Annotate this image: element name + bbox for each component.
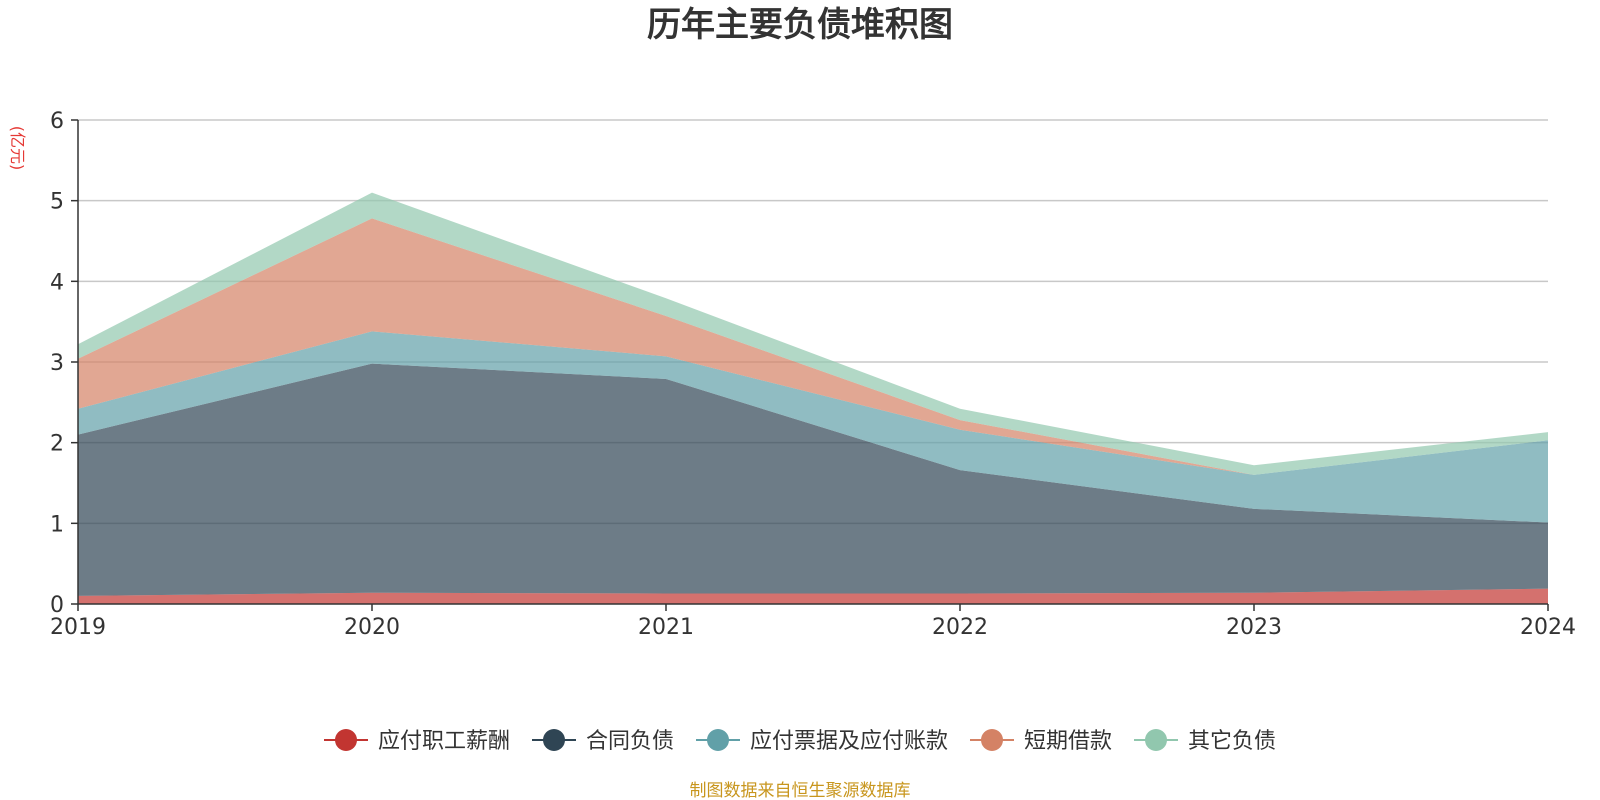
y-tick-label: 0 bbox=[50, 593, 64, 618]
legend-marker-icon bbox=[335, 729, 357, 751]
y-tick-label: 5 bbox=[50, 190, 64, 215]
area-series-2 bbox=[78, 363, 1548, 596]
area-series-group bbox=[78, 192, 1548, 604]
y-tick-label: 6 bbox=[50, 109, 64, 134]
legend-item[interactable]: 短期借款 bbox=[970, 729, 1112, 754]
legend-label: 其它负债 bbox=[1188, 729, 1276, 754]
y-tick-label: 2 bbox=[50, 432, 64, 457]
legend-label: 应付票据及应付账款 bbox=[750, 729, 948, 754]
area-series-1 bbox=[78, 588, 1548, 604]
legend[interactable]: 应付职工薪酬 合同负债 应付票据及应付账款 短期借款 其它负债 bbox=[324, 729, 1276, 754]
legend-item[interactable]: 其它负债 bbox=[1134, 729, 1276, 754]
area-series-3 bbox=[78, 331, 1548, 523]
x-tick-label: 2020 bbox=[344, 615, 400, 640]
legend-item[interactable]: 合同负债 bbox=[532, 729, 674, 754]
legend-marker-icon bbox=[543, 729, 565, 751]
legend-label: 短期借款 bbox=[1024, 729, 1112, 754]
chart-title: 历年主要负债堆积图 bbox=[647, 5, 953, 45]
axes: 0 1 2 3 4 5 6 2019 2020 2021 2022 2023 2024 bbox=[50, 109, 1576, 640]
legend-label: 合同负债 bbox=[586, 729, 674, 754]
x-tick-label: 2019 bbox=[50, 615, 106, 640]
x-tick-label: 2024 bbox=[1520, 615, 1576, 640]
legend-item[interactable]: 应付职工薪酬 bbox=[324, 729, 510, 754]
legend-marker-icon bbox=[1145, 729, 1167, 751]
x-tick-label: 2023 bbox=[1226, 615, 1282, 640]
legend-marker-icon bbox=[981, 729, 1003, 751]
source-note: 制图数据来自恒生聚源数据库 bbox=[690, 781, 911, 800]
y-tick-label: 3 bbox=[50, 351, 64, 376]
area-series-4 bbox=[78, 218, 1548, 475]
y-axis-unit-label: (亿元) bbox=[8, 126, 27, 171]
legend-label: 应付职工薪酬 bbox=[378, 729, 510, 754]
x-tick-label: 2021 bbox=[638, 615, 694, 640]
legend-marker-icon bbox=[707, 729, 729, 751]
y-tick-label: 1 bbox=[50, 512, 64, 537]
legend-item[interactable]: 应付票据及应付账款 bbox=[696, 729, 948, 754]
y-tick-label: 4 bbox=[50, 270, 64, 295]
x-tick-label: 2022 bbox=[932, 615, 988, 640]
